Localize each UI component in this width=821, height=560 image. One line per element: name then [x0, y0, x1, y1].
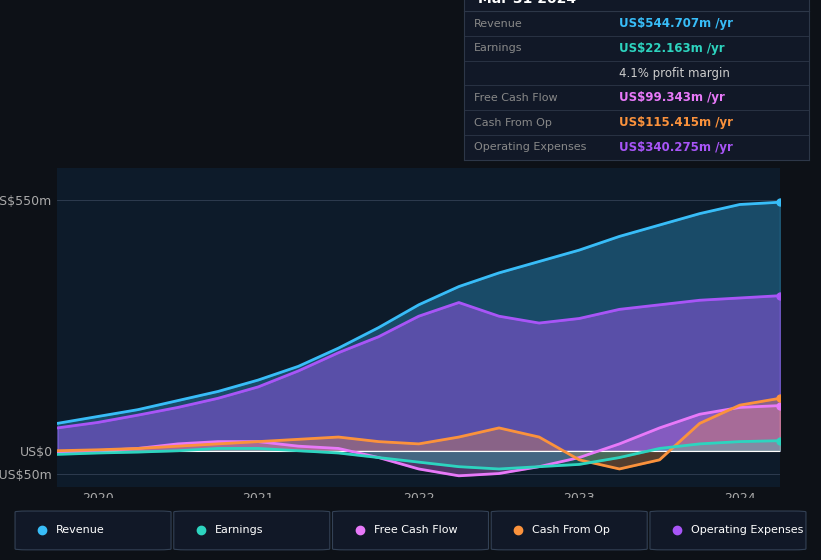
- Text: Mar 31 2024: Mar 31 2024: [478, 0, 576, 6]
- FancyBboxPatch shape: [491, 511, 647, 550]
- Text: Free Cash Flow: Free Cash Flow: [374, 525, 457, 535]
- Text: Earnings: Earnings: [215, 525, 264, 535]
- FancyBboxPatch shape: [333, 511, 488, 550]
- Text: Operating Expenses: Operating Expenses: [475, 142, 586, 152]
- Text: US$340.275m /yr: US$340.275m /yr: [619, 141, 733, 154]
- Text: US$22.163m /yr: US$22.163m /yr: [619, 42, 725, 55]
- Text: US$544.707m /yr: US$544.707m /yr: [619, 17, 733, 30]
- FancyBboxPatch shape: [174, 511, 330, 550]
- FancyBboxPatch shape: [650, 511, 806, 550]
- Text: Revenue: Revenue: [475, 18, 523, 29]
- Text: Cash From Op: Cash From Op: [532, 525, 610, 535]
- FancyBboxPatch shape: [15, 511, 171, 550]
- Text: Earnings: Earnings: [475, 43, 523, 53]
- Text: Revenue: Revenue: [56, 525, 105, 535]
- Text: 4.1% profit margin: 4.1% profit margin: [619, 67, 730, 80]
- Text: Cash From Op: Cash From Op: [475, 118, 552, 128]
- Text: Operating Expenses: Operating Expenses: [691, 525, 804, 535]
- Text: US$99.343m /yr: US$99.343m /yr: [619, 91, 725, 104]
- Text: Free Cash Flow: Free Cash Flow: [475, 93, 557, 103]
- Text: US$115.415m /yr: US$115.415m /yr: [619, 116, 733, 129]
